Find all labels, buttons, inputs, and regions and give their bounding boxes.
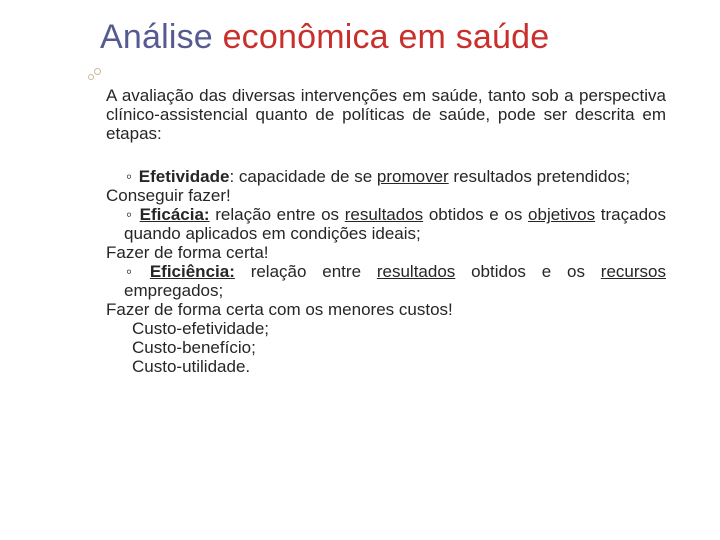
term-text: resultados [345, 205, 423, 224]
term-text: obtidos e os [455, 262, 601, 281]
intro-paragraph: A avaliação das diversas intervenções em… [106, 86, 666, 143]
bullet-icon: ◦ [124, 205, 134, 224]
bullet-icon: ◦ [124, 262, 134, 281]
note-line: Fazer de forma certa com os menores cust… [106, 300, 666, 319]
term-text: relação entre [235, 262, 377, 281]
list-item: ◦ Eficiência: relação entre resultados o… [106, 262, 666, 300]
term-label: Eficiência: [150, 262, 235, 281]
term-text: promover [377, 167, 449, 186]
term-text: obtidos e os [423, 205, 528, 224]
cost-item: Custo-benefício; [106, 338, 666, 357]
list-item: ◦ Eficácia: relação entre os resultados … [106, 205, 666, 243]
note-line: Fazer de forma certa! [106, 243, 666, 262]
term-text: recursos [601, 262, 666, 281]
term-text: objetivos [528, 205, 595, 224]
term-label: Efetividade [139, 167, 230, 186]
term-text: resultados [377, 262, 455, 281]
term-text: relação entre os [210, 205, 345, 224]
definitions-list: ◦ Efetividade: capacidade de se promover… [106, 167, 666, 376]
note-line: Conseguir fazer! [106, 186, 666, 205]
list-item: ◦ Efetividade: capacidade de se promover… [106, 167, 666, 186]
term-label: Eficácia: [140, 205, 210, 224]
corner-decoration-icon [88, 68, 102, 82]
title-part-3: em saúde [398, 18, 549, 56]
page-title: Análise econômica em saúde [100, 18, 549, 57]
title-part-1: Análise [100, 18, 223, 56]
body-content: A avaliação das diversas intervenções em… [106, 86, 666, 376]
bullet-icon: ◦ [124, 167, 134, 186]
title-part-2: econômica [223, 18, 399, 56]
cost-item: Custo-utilidade. [106, 357, 666, 376]
term-text: resultados pretendidos; [449, 167, 630, 186]
term-text: empregados; [124, 281, 223, 300]
cost-item: Custo-efetividade; [106, 319, 666, 338]
term-text: capacidade de se [234, 167, 377, 186]
